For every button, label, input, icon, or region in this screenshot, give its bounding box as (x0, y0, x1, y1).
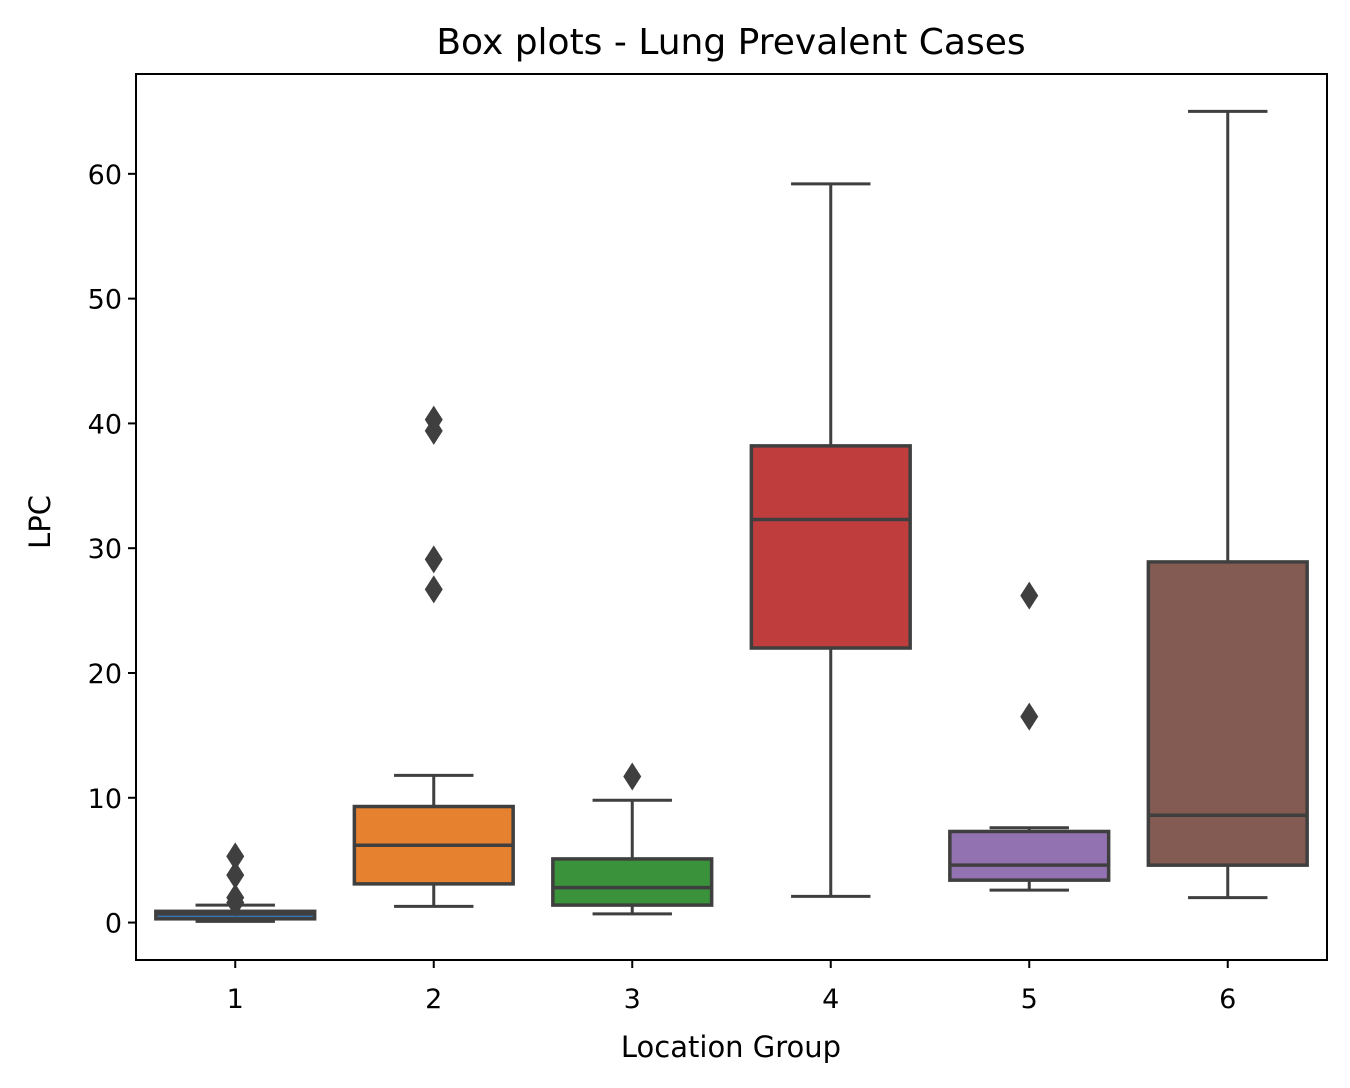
outlier-point (424, 405, 443, 434)
box-group-3 (551, 762, 714, 916)
outlier-point (226, 883, 245, 912)
box-group-2 (352, 405, 515, 908)
plot-frame (135, 73, 1328, 961)
outlier-point (424, 545, 443, 574)
y-tick-label: 10 (88, 784, 122, 815)
outlier-point (623, 762, 642, 791)
y-tick-label: 60 (88, 160, 122, 191)
x-tick-label: 6 (1219, 984, 1236, 1015)
x-axis-label: Location Group (621, 1030, 841, 1064)
outlier-point (1020, 702, 1039, 731)
chart-title: Box plots - Lung Prevalent Cases (436, 22, 1025, 63)
y-tick-label: 20 (88, 659, 122, 690)
outlier-point (424, 575, 443, 604)
y-axis-label: LPC (23, 495, 57, 549)
x-axis: 1 2 3 4 5 6 (227, 960, 1236, 1015)
x-tick-label: 2 (425, 984, 442, 1015)
x-tick-label: 4 (822, 984, 839, 1015)
plot-area (154, 109, 1309, 923)
x-tick-label: 1 (227, 984, 244, 1015)
y-tick-label: 50 (88, 285, 122, 316)
x-tick-label: 5 (1021, 984, 1038, 1015)
outlier-point (226, 842, 245, 871)
box-group-5 (948, 581, 1111, 892)
x-tick-label: 3 (624, 984, 641, 1015)
box-group-6 (1146, 109, 1309, 900)
y-tick-label: 30 (88, 534, 122, 565)
y-tick-label: 40 (88, 409, 122, 440)
box-iqr (1146, 560, 1309, 867)
box-group-4 (749, 182, 912, 898)
y-tick-label: 0 (105, 909, 122, 940)
outlier-point (1020, 581, 1039, 610)
y-axis: 0 10 20 30 40 50 60 (88, 160, 136, 940)
box-group-1 (154, 842, 317, 923)
box-iqr (948, 829, 1111, 882)
outlier-point (226, 861, 245, 890)
box-iqr (551, 857, 714, 907)
box-iqr (749, 444, 912, 650)
